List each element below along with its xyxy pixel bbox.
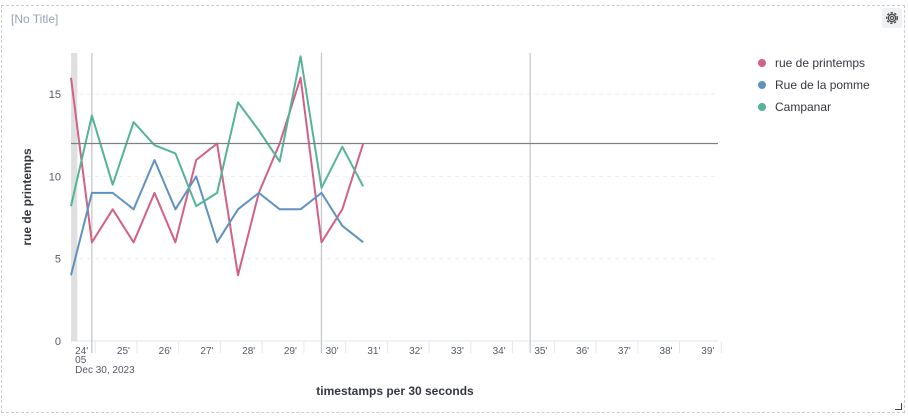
x-tick-label: 33' xyxy=(451,346,464,357)
x-tick-label: 30' xyxy=(326,346,339,357)
gear-icon[interactable] xyxy=(882,8,902,28)
legend-dot-icon xyxy=(758,59,766,67)
x-tick-label: 26' xyxy=(159,346,172,357)
visualization-panel: [No Title] xyxy=(1,5,905,413)
legend-dot-icon xyxy=(758,81,766,89)
legend-item[interactable]: Campanar xyxy=(758,96,870,118)
y-axis-title: rue de printemps xyxy=(20,148,34,246)
x-tick-label: 27' xyxy=(200,346,213,357)
x-date-label: Dec 30, 2023 xyxy=(75,365,135,376)
x-tick-label: 32' xyxy=(409,346,422,357)
x-tick-label: 39' xyxy=(701,346,714,357)
series-line-3 xyxy=(70,55,365,208)
legend-item[interactable]: rue de printemps xyxy=(758,52,870,74)
series-line-2 xyxy=(70,159,364,276)
x-tick-label: 25' xyxy=(117,346,130,357)
chart-legend: rue de printemps Rue de la pomme Campanar xyxy=(758,52,870,118)
legend-label: rue de printemps xyxy=(775,56,866,70)
highlight-band xyxy=(71,53,78,341)
x-tick-sublabel: 05 xyxy=(75,355,87,366)
legend-label: Rue de la pomme xyxy=(775,78,870,92)
y-tick-label: 0 xyxy=(55,336,61,348)
legend-label: Campanar xyxy=(775,100,832,114)
panel-title: [No Title] xyxy=(11,12,59,26)
resize-handle-icon[interactable] xyxy=(895,403,902,410)
legend-dot-icon xyxy=(758,103,766,111)
x-tick-label: 29' xyxy=(284,346,297,357)
x-tick-label: 37' xyxy=(618,346,631,357)
x-tick-label: 35' xyxy=(534,346,547,357)
y-tick-label: 10 xyxy=(49,171,61,183)
x-tick-label: 34' xyxy=(493,346,506,357)
x-tick-label: 28' xyxy=(242,346,255,357)
y-tick-label: 5 xyxy=(55,254,61,266)
legend-item[interactable]: Rue de la pomme xyxy=(758,74,870,96)
x-tick-label: 24' xyxy=(75,346,88,357)
x-tick-label: 36' xyxy=(576,346,589,357)
x-tick-label: 31' xyxy=(367,346,380,357)
y-tick-label: 15 xyxy=(49,89,61,101)
x-tick-label: 38' xyxy=(660,346,673,357)
x-axis-title: timestamps per 30 seconds xyxy=(316,384,474,398)
